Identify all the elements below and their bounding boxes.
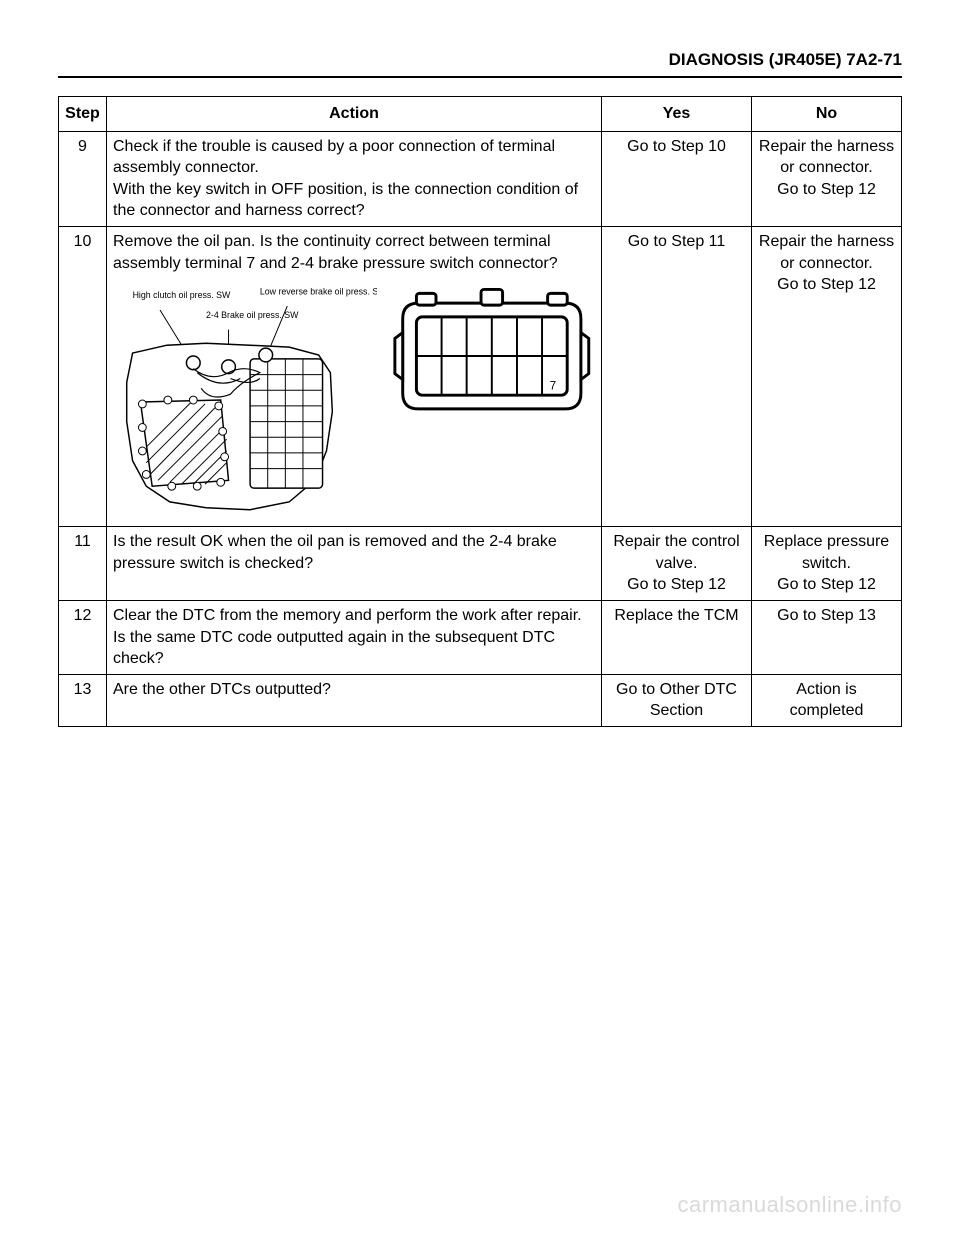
- page-header: DIAGNOSIS (JR405E) 7A2-71: [58, 50, 902, 78]
- label-low-reverse: Low reverse brake oil press. SW: [260, 286, 378, 296]
- header-title: DIAGNOSIS (JR405E) 7A2-71: [669, 50, 902, 69]
- action-cell: Remove the oil pan. Is the continuity co…: [107, 226, 602, 526]
- action-cell: Check if the trouble is caused by a poor…: [107, 131, 602, 226]
- action-cell: Are the other DTCs outputted?: [107, 674, 602, 726]
- table-row: 13 Are the other DTCs outputted? Go to O…: [59, 674, 902, 726]
- no-cell: Go to Step 13: [752, 600, 902, 674]
- diagnosis-table: Step Action Yes No 9 Check if the troubl…: [58, 96, 902, 727]
- yes-cell: Go to Step 10: [602, 131, 752, 226]
- col-step: Step: [59, 97, 107, 132]
- yes-cell: Go to Other DTC Section: [602, 674, 752, 726]
- connector-diagram: 7: [389, 282, 595, 432]
- table-row: 12 Clear the DTC from the memory and per…: [59, 600, 902, 674]
- table-row: 9 Check if the trouble is caused by a po…: [59, 131, 902, 226]
- step-number: 9: [59, 131, 107, 226]
- no-cell: Replace pressure switch. Go to Step 12: [752, 527, 902, 601]
- step-number: 13: [59, 674, 107, 726]
- no-cell: Repair the harness or connector. Go to S…: [752, 226, 902, 526]
- no-cell: Action is completed: [752, 674, 902, 726]
- watermark: carmanualsonline.info: [677, 1192, 902, 1218]
- table-row: 10 Remove the oil pan. Is the continuity…: [59, 226, 902, 526]
- valve-body-diagram: High clutch oil press. SW Low reverse br…: [113, 282, 377, 522]
- step-number: 12: [59, 600, 107, 674]
- yes-cell: Go to Step 11: [602, 226, 752, 526]
- col-yes: Yes: [602, 97, 752, 132]
- diagram-wrap: High clutch oil press. SW Low reverse br…: [113, 282, 595, 522]
- table-header-row: Step Action Yes No: [59, 97, 902, 132]
- table-row: 11 Is the result OK when the oil pan is …: [59, 527, 902, 601]
- yes-cell: Replace the TCM: [602, 600, 752, 674]
- pin-7-label: 7: [550, 379, 557, 392]
- step-number: 10: [59, 226, 107, 526]
- yes-cell: Repair the control valve. Go to Step 12: [602, 527, 752, 601]
- step-number: 11: [59, 527, 107, 601]
- col-action: Action: [107, 97, 602, 132]
- no-cell: Repair the harness or connector. Go to S…: [752, 131, 902, 226]
- col-no: No: [752, 97, 902, 132]
- label-high-clutch: High clutch oil press. SW: [133, 290, 231, 300]
- action-text: Remove the oil pan. Is the continuity co…: [113, 231, 595, 274]
- action-cell: Is the result OK when the oil pan is rem…: [107, 527, 602, 601]
- action-cell: Clear the DTC from the memory and perfor…: [107, 600, 602, 674]
